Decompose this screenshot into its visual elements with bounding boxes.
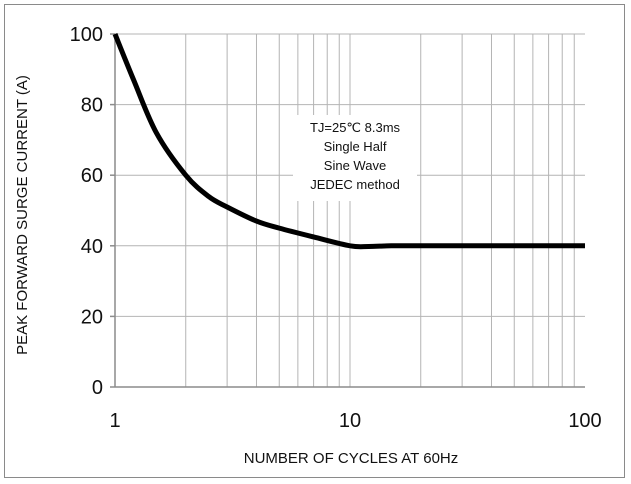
annotation-background <box>293 115 417 201</box>
x-axis-title: NUMBER OF CYCLES AT 60Hz <box>244 450 459 467</box>
tick-labels: 0 20 40 60 80 100 1 10 100 <box>70 24 602 432</box>
chart-frame: TJ=25℃ 8.3ms Single Half Sine Wave JEDEC… <box>4 4 625 478</box>
y-tick-label: 0 <box>92 377 103 399</box>
surge-current-line <box>112 33 585 250</box>
y-tick-label: 60 <box>81 165 103 187</box>
y-axis-title: PEAK FORWARD SURGE CURRENT (A) <box>14 75 31 355</box>
surge-current-chart: TJ=25℃ 8.3ms Single Half Sine Wave JEDEC… <box>14 24 602 467</box>
x-tick-label: 100 <box>568 410 601 432</box>
x-tick-label: 1 <box>109 410 120 432</box>
y-tick-label: 40 <box>81 236 103 258</box>
x-tick-label: 10 <box>339 410 361 432</box>
annotation-line-2: Single Half <box>324 139 387 154</box>
annotation-box: TJ=25℃ 8.3ms Single Half Sine Wave JEDEC… <box>293 115 417 201</box>
y-tick-label: 100 <box>70 24 103 46</box>
y-tick-label: 20 <box>81 306 103 328</box>
grid <box>115 33 585 387</box>
annotation-line-4: JEDEC method <box>310 177 400 192</box>
y-tick-label: 80 <box>81 95 103 117</box>
annotation-line-3: Sine Wave <box>324 158 386 173</box>
series-layer <box>112 33 585 250</box>
axes <box>110 33 585 388</box>
annotation-line-1: TJ=25℃ 8.3ms <box>310 120 401 135</box>
